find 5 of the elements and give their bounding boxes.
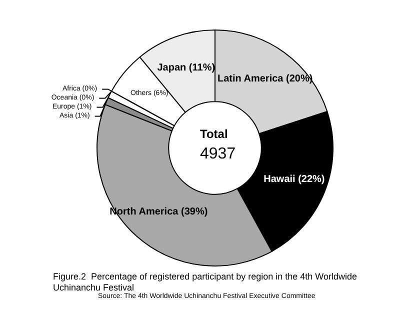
text: Figure.2 Percentage of registered participant by region in the 4th Worldwide Uchinanchu Festival	[53, 272, 358, 292]
text: 4937	[200, 146, 236, 162]
slice-label: Japan (11%)	[157, 62, 216, 74]
slice-label: Hawaii (22%)	[264, 174, 325, 185]
text: Total	[200, 127, 228, 141]
